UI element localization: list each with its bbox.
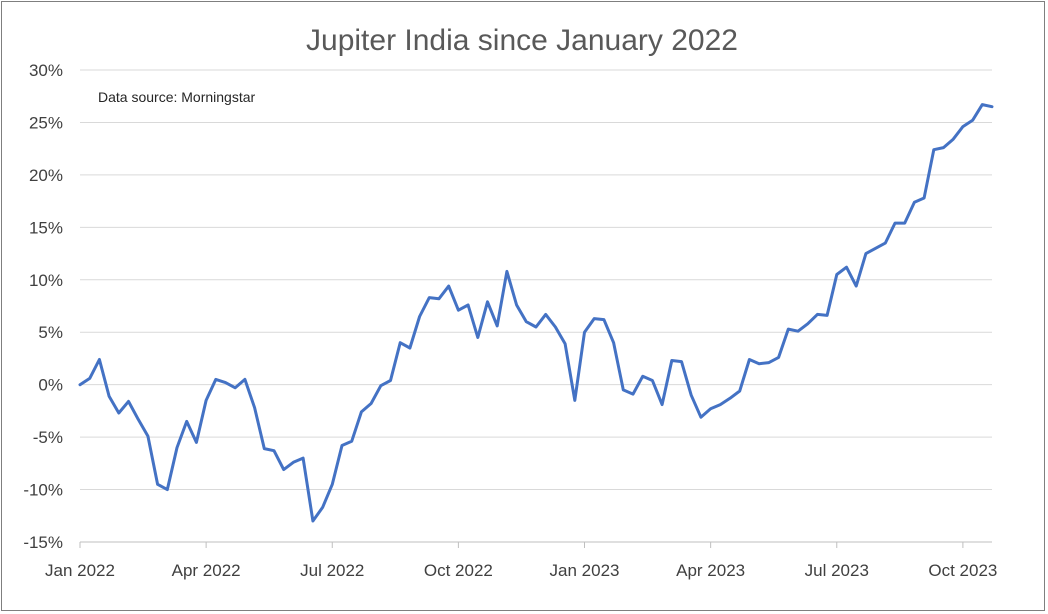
x-tick-label: Jan 2023 (550, 561, 620, 580)
x-tick-label: Apr 2023 (676, 561, 745, 580)
series-line (78, 103, 994, 523)
y-tick-label: 15% (29, 218, 63, 237)
y-axis-ticks: 30% 25% 20% 15% 10% 5% 0% -5% -10% -15% (23, 61, 63, 552)
y-tick-label: 30% (29, 61, 63, 80)
x-tick-label: Jan 2022 (45, 561, 115, 580)
x-tick-label: Oct 2023 (928, 561, 997, 580)
x-axis-ticks: Jan 2022 Apr 2022 Jul 2022 Oct 2022 Jan 2023… (45, 542, 997, 580)
y-tick-label: 5% (38, 323, 63, 342)
gridlines (80, 69, 992, 543)
series-layer (78, 103, 994, 523)
y-tick-label: -15% (23, 533, 63, 552)
data-source-note: Data source: Morningstar (98, 89, 256, 105)
x-tick-label: Apr 2022 (172, 561, 241, 580)
y-tick-label: 20% (29, 166, 63, 185)
chart-title: Jupiter India since January 2022 (306, 24, 738, 57)
x-tick-label: Jul 2023 (805, 561, 869, 580)
y-tick-label: 0% (38, 376, 63, 395)
y-tick-label: -5% (33, 428, 63, 447)
x-tick-label: Jul 2022 (300, 561, 364, 580)
y-tick-label: 25% (29, 113, 63, 132)
y-tick-label: 10% (29, 271, 63, 290)
x-tick-label: Oct 2022 (424, 561, 493, 580)
y-tick-label: -10% (23, 481, 63, 500)
